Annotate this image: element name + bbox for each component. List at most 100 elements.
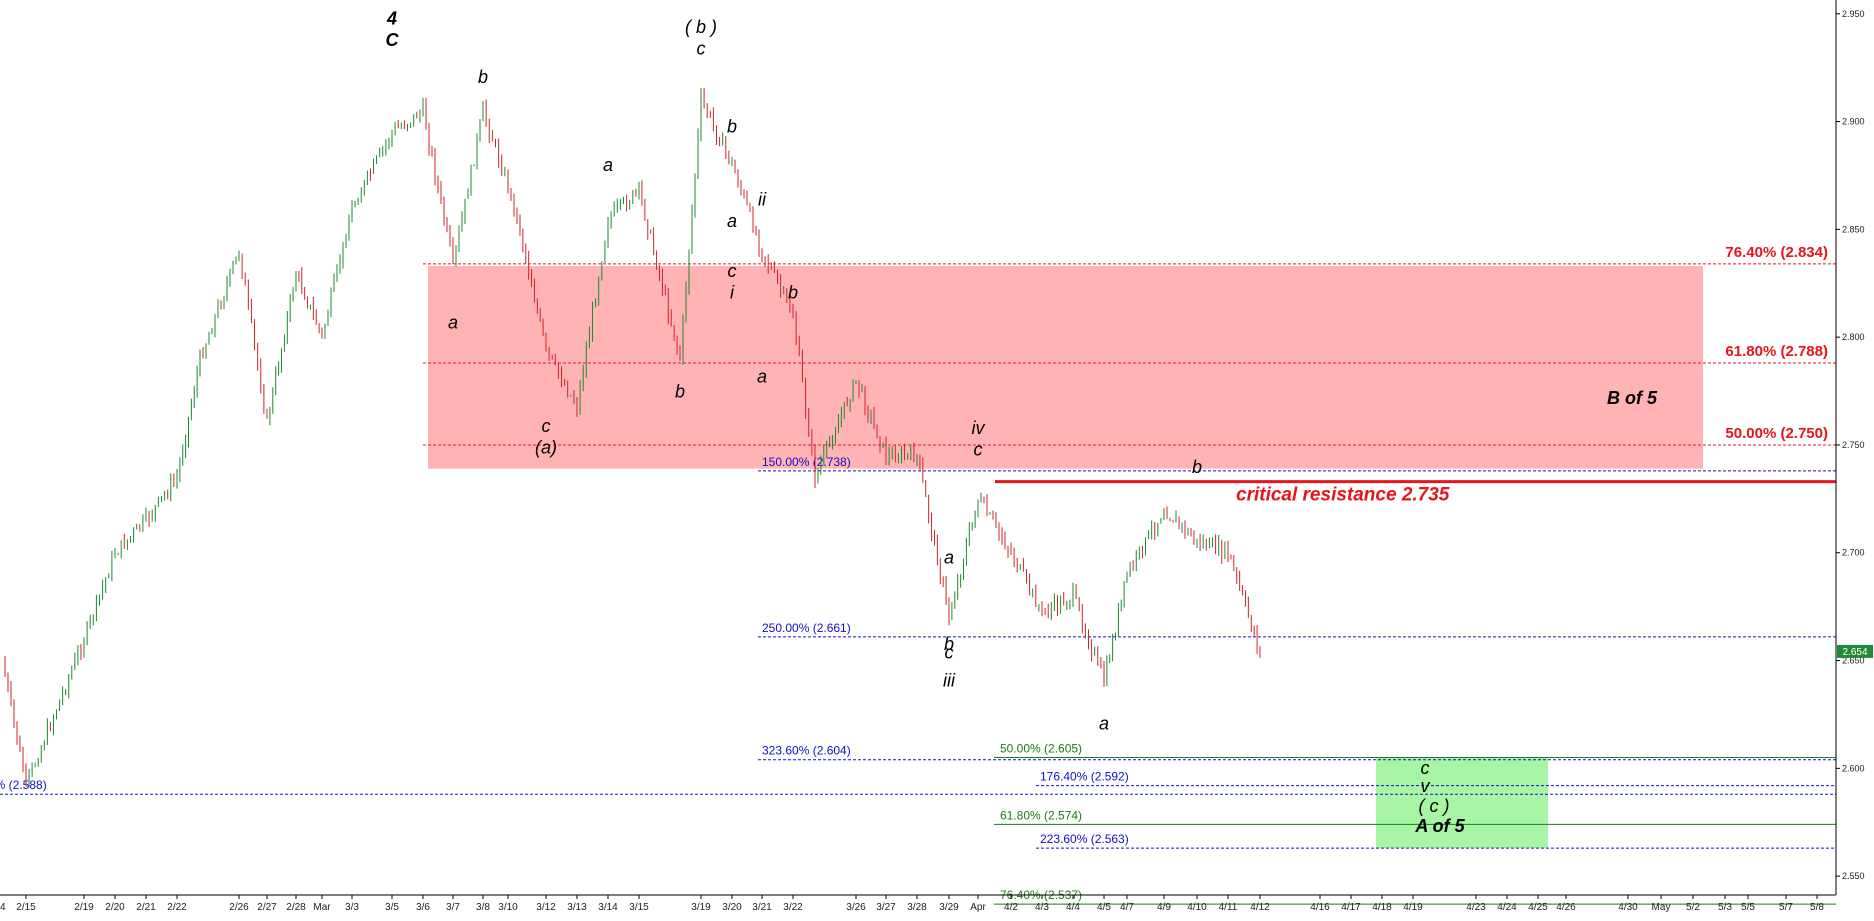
x-tick-label: 5/7	[1779, 902, 1793, 913]
wave-label: a	[1099, 714, 1109, 734]
x-tick-label: 3/28	[907, 902, 927, 913]
wave-label: c	[974, 440, 983, 460]
x-tick-label: 3/19	[691, 902, 711, 913]
level-label: 150.00% (2.738)	[762, 455, 851, 469]
x-tick-label: 4/7	[1120, 902, 1134, 913]
wave-label: (a)	[535, 438, 557, 458]
level-label: 0% (2.588)	[0, 778, 47, 792]
x-tick-label: Apr	[970, 902, 986, 913]
x-tick-label: 2/22	[167, 902, 187, 913]
x-tick-label: 3/27	[876, 902, 896, 913]
x-tick-label: 3/12	[536, 902, 556, 913]
wave-label: iii	[943, 670, 956, 690]
x-tick-label: 3/8	[476, 902, 490, 913]
critical-resistance-label: critical resistance 2.735	[1236, 485, 1450, 506]
x-tick-label: 3/6	[416, 902, 430, 913]
x-tick-label: 4/9	[1157, 902, 1171, 913]
wave-label: C	[386, 30, 400, 50]
x-tick-label: 3/22	[783, 902, 803, 913]
wave-label: b	[478, 67, 488, 87]
wave-label: a	[603, 155, 613, 175]
level-label: 61.80% (2.574)	[1000, 808, 1082, 822]
wave-label: a	[944, 548, 954, 568]
zone-layer	[428, 266, 1703, 849]
wave-label: ii	[758, 190, 767, 210]
x-tick-label: 4/18	[1372, 902, 1392, 913]
x-tick-label: 4/10	[1187, 902, 1207, 913]
y-tick-label: 2.550	[1842, 871, 1865, 881]
level-label: 50.00% (2.605)	[1000, 742, 1082, 756]
x-tick-label: 2/21	[136, 902, 156, 913]
wave-label: ( b )	[685, 17, 717, 37]
wave-label: a	[727, 211, 737, 231]
x-tick-label: 2/19	[74, 902, 94, 913]
wave-label: b	[788, 282, 798, 302]
wave-label: v	[1421, 776, 1431, 796]
x-tick-label: 3/21	[752, 902, 772, 913]
wave-label: b	[944, 634, 954, 654]
level-label: 250.00% (2.661)	[762, 621, 851, 635]
x-tick-label: 5/2	[1686, 902, 1700, 913]
wave-label: b	[1192, 457, 1202, 477]
x-tick-label: 3/10	[498, 902, 518, 913]
last-price-badge	[1837, 644, 1873, 658]
target-zone	[1376, 757, 1548, 849]
wave-label: 4	[386, 9, 397, 29]
level-layer: 76.40% (2.834) 61.80% (2.788) 50.00% (2.75…	[0, 244, 1836, 905]
level-label: 223.60% (2.563)	[1040, 832, 1129, 846]
x-tick-label: 3/5	[385, 902, 399, 913]
x-tick-label: 4/2	[1004, 902, 1018, 913]
candle-layer	[4, 87, 1261, 788]
y-tick-label: 2.950	[1842, 9, 1865, 19]
x-tick-label: 3/20	[722, 902, 742, 913]
wave-label: a	[757, 366, 767, 386]
x-tick-label: 4/11	[1219, 902, 1238, 913]
y-tick-label: 2.850	[1842, 224, 1865, 234]
x-tick-label: 4/25	[1528, 902, 1548, 913]
wave-label: iv	[972, 418, 986, 438]
x-tick-label: 4/30	[1618, 902, 1638, 913]
x-tick-label: 4/5	[1097, 902, 1111, 913]
x-tick-label: 5/3	[1718, 902, 1732, 913]
wave-label: c	[542, 416, 551, 436]
x-tick-label: 3/14	[598, 902, 618, 913]
x-tick-label: May	[1652, 902, 1671, 913]
level-label: 61.80% (2.788)	[1725, 343, 1828, 360]
level-label: 50.00% (2.750)	[1725, 425, 1828, 442]
wave-label: B of 5	[1607, 388, 1658, 408]
x-tick-label: 5/5	[1741, 902, 1755, 913]
x-tick-label: 4/26	[1556, 902, 1576, 913]
x-tick-label: 4/3	[1035, 902, 1049, 913]
wave-label: c	[728, 261, 737, 281]
wave-label: c	[697, 39, 706, 59]
x-tick-label: 2/26	[229, 902, 249, 913]
wave-label: b	[675, 382, 685, 402]
wave-label: c	[945, 642, 954, 662]
x-tick-label: 4/19	[1403, 902, 1423, 913]
x-tick-label: 3/3	[345, 902, 359, 913]
wave-label: c	[1421, 758, 1430, 778]
x-tick-label: 4/12	[1250, 902, 1270, 913]
x-tick-label: 4/17	[1341, 902, 1361, 913]
resistance-zone	[428, 266, 1703, 469]
x-tick-label: 5/8	[1810, 902, 1824, 913]
x-tick-label: 4/4	[1066, 902, 1080, 913]
wave-label: a	[448, 313, 458, 333]
x-tick-label: 2/27	[257, 902, 277, 913]
level-label: 323.60% (2.604)	[762, 744, 851, 758]
y-tick-label: 2.700	[1842, 548, 1865, 558]
x-tick-label: 2/15	[16, 902, 36, 913]
x-tick-label: 3/15	[629, 902, 649, 913]
x-tick-label: 2/20	[105, 902, 125, 913]
wave-label: i	[730, 282, 735, 302]
x-tick-label: 4/23	[1466, 902, 1486, 913]
y-tick-label: 2.650	[1842, 656, 1865, 666]
y-tick-label: 2.800	[1842, 332, 1865, 342]
x-tick-label: 3/29	[939, 902, 959, 913]
x-tick-label: 4/24	[1497, 902, 1517, 913]
level-label: 176.40% (2.592)	[1040, 770, 1129, 784]
